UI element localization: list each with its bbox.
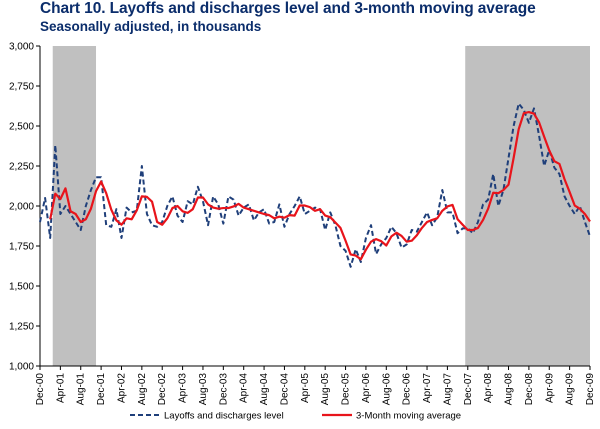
x-tick-label: Apr-01 — [55, 373, 66, 403]
recession-shading — [465, 46, 590, 366]
x-tick-label: Apr-08 — [483, 373, 494, 403]
x-tick-label: Apr-03 — [178, 373, 189, 403]
x-tick-label: Aug-05 — [320, 373, 331, 406]
legend-label-moving-average: 3-Month moving average — [356, 411, 461, 422]
x-tick-label: Aug-03 — [198, 373, 209, 406]
x-tick-label: Aug-02 — [137, 373, 148, 406]
y-tick-label: 3,000 — [9, 42, 34, 53]
chart-subtitle: Seasonally adjusted, in thousands — [40, 19, 262, 34]
y-tick-label: 2,750 — [9, 82, 34, 93]
x-tick-label: Dec-07 — [463, 373, 474, 406]
x-tick-label: Dec-06 — [402, 373, 413, 406]
x-tick-label: Dec-02 — [157, 373, 168, 406]
y-tick-label: 1,000 — [9, 362, 34, 373]
y-tick-label: 1,750 — [9, 242, 34, 253]
x-tick-label: Dec-04 — [279, 373, 290, 406]
x-tick-label: Apr-09 — [544, 373, 555, 403]
x-tick-label: Aug-09 — [565, 373, 576, 406]
y-tick-label: 2,500 — [9, 122, 34, 133]
x-tick-label: Dec-01 — [96, 373, 107, 406]
x-tick-label: Apr-02 — [116, 373, 127, 403]
series-line-moving-average — [49, 110, 591, 261]
x-tick-label: Apr-07 — [422, 373, 433, 403]
x-tick-label: Apr-04 — [239, 373, 250, 403]
series-line-layoffs — [39, 102, 591, 268]
x-tick-label: Dec-05 — [341, 373, 352, 406]
y-tick-label: 2,000 — [9, 202, 34, 213]
y-tick-label: 1,500 — [9, 282, 34, 293]
x-tick-label: Aug-04 — [259, 373, 270, 406]
chart-title: Chart 10. Layoffs and discharges level a… — [40, 0, 536, 17]
legend-label-layoffs: Layoffs and discharges level — [164, 411, 284, 422]
x-tick-label: Dec-03 — [218, 373, 229, 406]
x-tick-label: Apr-06 — [361, 373, 372, 403]
x-tick-label: Aug-06 — [381, 373, 392, 406]
y-tick-label: 2,250 — [9, 162, 34, 173]
x-tick-label: Dec-00 — [35, 373, 46, 406]
x-tick-label: Dec-08 — [524, 373, 535, 406]
x-tick-label: Aug-07 — [442, 373, 453, 406]
x-tick-label: Aug-01 — [76, 373, 87, 406]
x-tick-label: Aug-08 — [504, 373, 515, 406]
x-tick-label: Apr-05 — [300, 373, 311, 403]
x-tick-label: Dec-09 — [585, 373, 596, 406]
y-tick-label: 1,250 — [9, 322, 34, 333]
